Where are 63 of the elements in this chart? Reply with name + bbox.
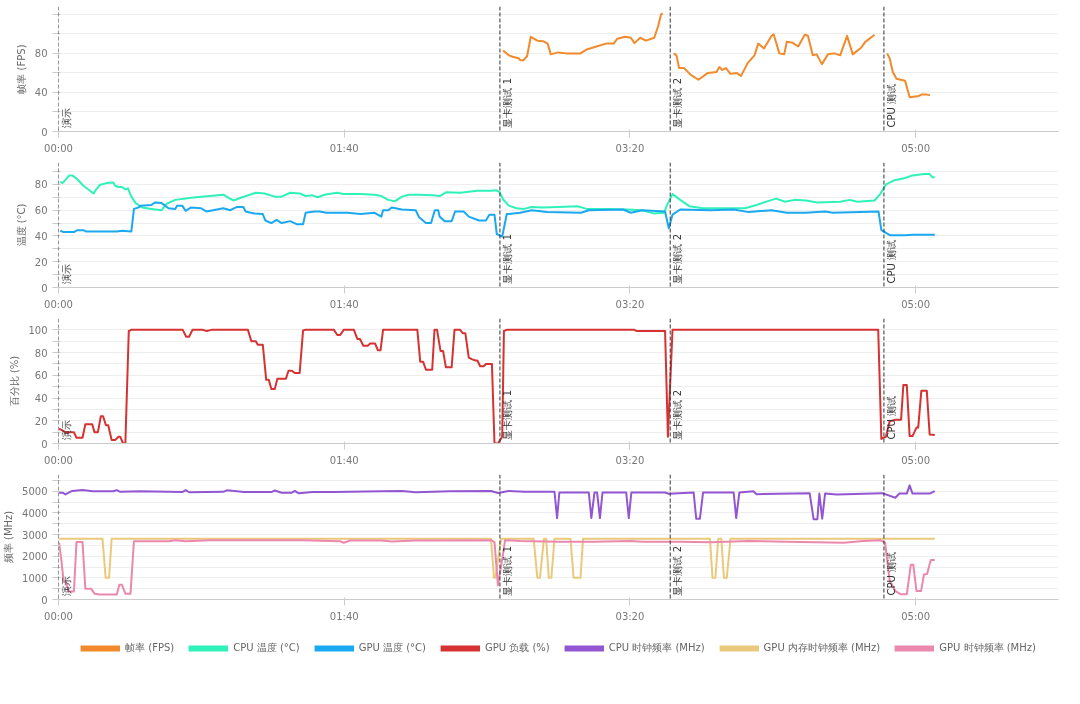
x-tick-label: 05:00: [901, 142, 931, 154]
y-tick-label: 0: [41, 126, 48, 138]
x-tick-label: 00:00: [44, 454, 73, 466]
ref-line-label: CPU 测试: [885, 395, 897, 440]
ref-line-label: 演示: [60, 419, 72, 440]
y-tick-label: 40: [34, 230, 48, 242]
ref-line-label: 显卡测试 1: [501, 77, 513, 128]
y-tick-label: 0: [41, 438, 48, 450]
ref-line-label: 显卡测试 1: [501, 389, 513, 440]
x-tick-label: 01:40: [329, 142, 359, 154]
ref-line-label: 显卡测试 2: [672, 77, 684, 128]
x-tick-label: 03:20: [615, 610, 645, 622]
y-tick-label: 80: [34, 179, 48, 191]
legend-label: CPU 温度 (°C): [233, 641, 300, 655]
y-tick-label: 80: [34, 48, 48, 60]
legend-label: CPU 时钟频率 (MHz): [608, 641, 705, 655]
ref-line-label: 显卡测试 2: [672, 389, 684, 440]
x-tick-label: 05:00: [901, 610, 931, 622]
ref-line-label: CPU 测试: [885, 239, 897, 284]
y-axis-title: 帧率 (FPS): [15, 44, 27, 94]
ref-line-label: 演示: [60, 263, 72, 284]
y-tick-label: 3000: [22, 529, 48, 541]
legend-label: GPU 内存时钟频率 (MHz): [763, 641, 881, 655]
ref-line-label: 演示: [60, 575, 72, 596]
y-tick-label: 20: [34, 256, 48, 268]
y-tick-label: 100: [28, 324, 48, 336]
legend-label: GPU 温度 (°C): [358, 641, 426, 655]
ref-line-label: CPU 测试: [885, 551, 897, 596]
ref-line-label: 显卡测试 1: [501, 233, 513, 284]
y-tick-label: 20: [34, 415, 48, 427]
x-tick-label: 03:20: [615, 454, 645, 466]
x-tick-label: 03:20: [615, 142, 645, 154]
x-tick-label: 00:00: [44, 298, 73, 310]
ref-line-label: 演示: [60, 107, 72, 128]
legend-label: 帧率 (FPS): [125, 641, 175, 655]
y-tick-label: 0: [41, 594, 48, 606]
x-tick-label: 05:00: [901, 454, 931, 466]
ref-line-label: CPU 测试: [885, 83, 897, 128]
legend-label: GPU 时钟频率 (MHz): [939, 641, 1036, 655]
y-tick-label: 2000: [22, 551, 48, 563]
x-tick-label: 03:20: [615, 298, 645, 310]
y-axis-title: 温度 (°C): [15, 203, 27, 247]
ref-line-label: 显卡测试 1: [501, 545, 513, 596]
x-tick-label: 01:40: [329, 610, 359, 622]
y-tick-label: 40: [34, 393, 48, 405]
y-tick-label: 5000: [22, 486, 48, 498]
y-axis-title: 百分比 (%): [9, 355, 21, 407]
y-tick-label: 1000: [22, 572, 48, 584]
x-tick-label: 05:00: [901, 298, 931, 310]
y-tick-label: 60: [34, 370, 48, 382]
y-tick-label: 4000: [22, 507, 48, 519]
x-tick-label: 01:40: [329, 298, 359, 310]
legend-label: GPU 负载 (%): [484, 641, 550, 655]
ref-line-label: 显卡测试 2: [672, 545, 684, 596]
ref-line-label: 显卡测试 2: [672, 233, 684, 284]
y-tick-label: 80: [34, 347, 48, 359]
x-tick-label: 00:00: [44, 142, 73, 154]
y-tick-label: 0: [41, 282, 48, 294]
y-axis-title: 频率 (MHz): [3, 510, 15, 564]
y-tick-label: 60: [34, 205, 48, 217]
x-tick-label: 00:00: [44, 610, 73, 622]
x-tick-label: 01:40: [329, 454, 359, 466]
y-tick-label: 40: [34, 87, 48, 99]
